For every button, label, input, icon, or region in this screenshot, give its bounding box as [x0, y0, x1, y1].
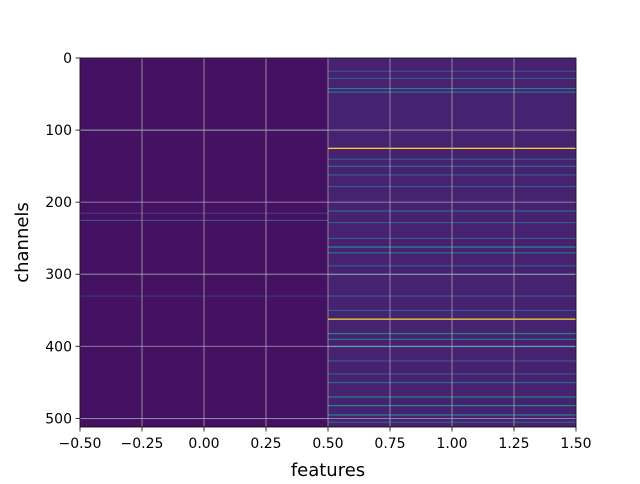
x-tick-label: 1.50: [560, 436, 591, 452]
x-axis-label: features: [291, 460, 365, 480]
y-tick-label: 300: [45, 267, 72, 283]
x-tick-label: 0.25: [250, 436, 281, 452]
y-tick-label: 500: [45, 411, 72, 427]
y-axis: 0 100 200 300 400 500: [45, 51, 80, 427]
y-tick-label: 200: [45, 195, 72, 211]
x-tick-label: 0.00: [188, 436, 219, 452]
x-tick-label: 0.75: [374, 436, 405, 452]
y-tick-label: 400: [45, 339, 72, 355]
y-tick-label: 100: [45, 123, 72, 139]
x-tick-label: 1.25: [498, 436, 529, 452]
x-tick-label: −0.25: [121, 436, 164, 452]
y-tick-label: 0: [63, 51, 72, 67]
y-axis-label: channels: [12, 202, 33, 283]
x-tick-label: −0.50: [59, 436, 102, 452]
x-tick-label: 0.50: [312, 436, 343, 452]
x-axis: −0.50 −0.25 0.00 0.25 0.50 0.75 1.00 1.25 1.50: [59, 427, 592, 452]
x-tick-label: 1.00: [436, 436, 467, 452]
